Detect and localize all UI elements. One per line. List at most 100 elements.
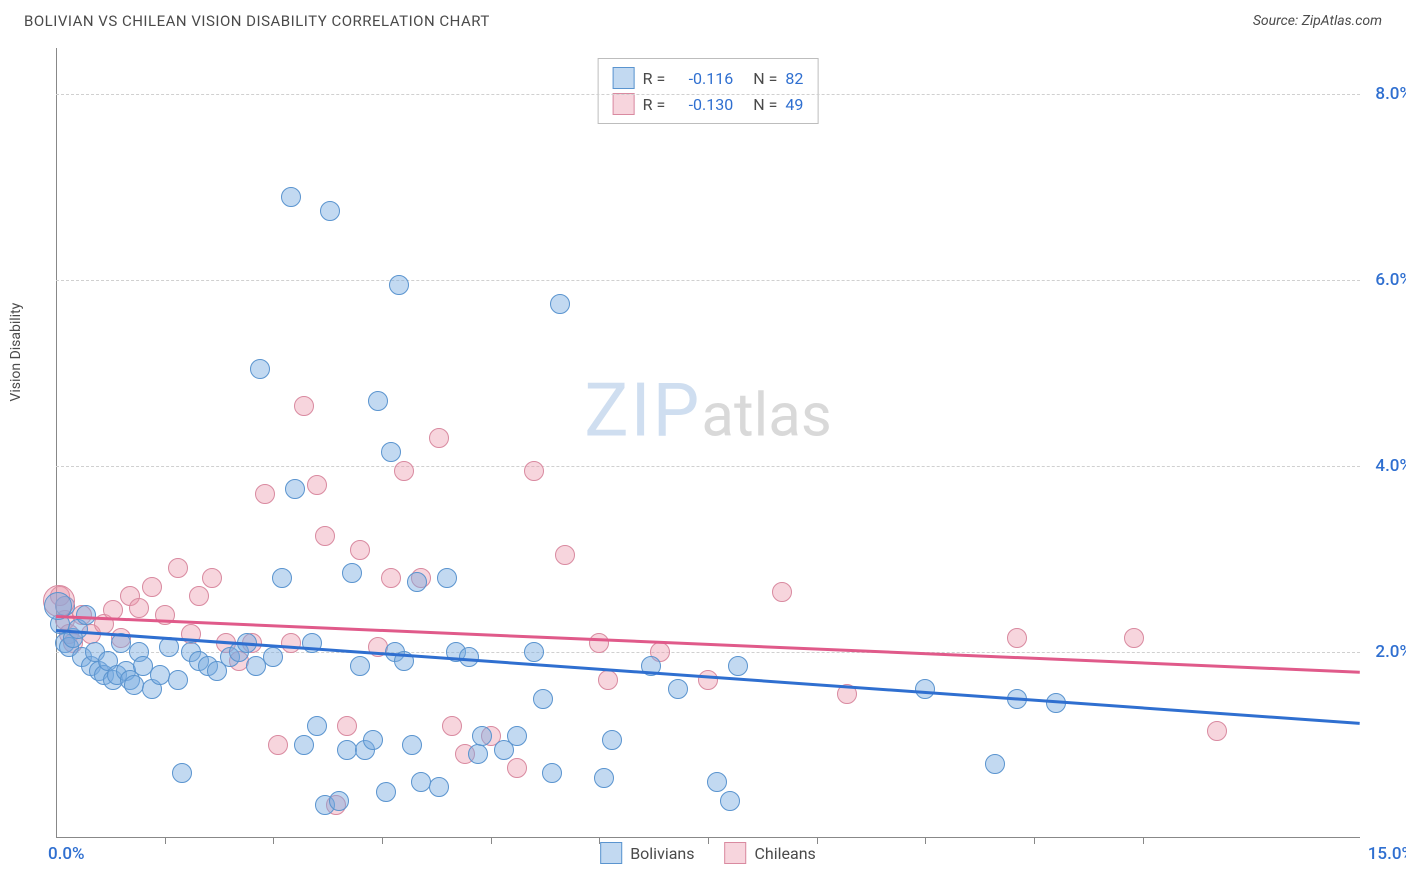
n-value: 49 (785, 95, 803, 114)
chileans-point (429, 428, 449, 448)
chileans-point (168, 558, 188, 578)
chileans-point (142, 577, 162, 597)
chileans-point (294, 396, 314, 416)
watermark: ZIPatlas (584, 368, 832, 455)
chileans-point (189, 586, 209, 606)
bolivians-point (437, 568, 457, 588)
bolivians-point (707, 772, 727, 792)
bolivians-point (320, 201, 340, 221)
legend-item-chileans: Chileans (725, 842, 816, 864)
chileans-point (281, 633, 301, 653)
chileans-point (268, 735, 288, 755)
n-label: N = (753, 69, 777, 88)
bolivians-point (168, 670, 188, 690)
correlation-stats-box: R =-0.116N =82R =-0.130N =49 (598, 58, 819, 124)
chart-title: BOLIVIAN VS CHILEAN VISION DISABILITY CO… (24, 12, 490, 30)
x-minor-tick (1034, 838, 1035, 844)
chileans-point (350, 540, 370, 560)
bolivians-swatch (613, 67, 635, 89)
r-value: -0.116 (673, 69, 733, 88)
watermark-zip: ZIP (584, 368, 701, 455)
chileans-point (442, 716, 462, 736)
x-minor-tick (382, 838, 383, 844)
bolivians-point (368, 391, 388, 411)
y-tick-label: 4.0% (1375, 456, 1406, 476)
x-tick-max: 15.0% (1368, 844, 1406, 864)
chileans-point (307, 475, 327, 495)
chileans-point (255, 484, 275, 504)
r-label: R = (643, 95, 666, 114)
bolivians-point (668, 679, 688, 699)
r-value: -0.130 (673, 95, 733, 114)
n-label: N = (753, 95, 777, 114)
bolivians-point (407, 572, 427, 592)
bolivians-point (376, 782, 396, 802)
n-value: 82 (785, 69, 803, 88)
chileans-point (772, 582, 792, 602)
x-minor-tick (1143, 838, 1144, 844)
chileans-point (394, 461, 414, 481)
legend-label: Bolivians (630, 844, 694, 863)
bolivians-point (342, 563, 362, 583)
source-name: ZipAtlas.com (1302, 13, 1382, 29)
legend-item-bolivians: Bolivians (600, 842, 694, 864)
x-minor-tick (165, 838, 166, 844)
y-axis-label: Vision Disability (8, 303, 24, 402)
bolivians-point (472, 726, 492, 746)
chart-header: BOLIVIAN VS CHILEAN VISION DISABILITY CO… (0, 0, 1406, 38)
bolivians-point (329, 791, 349, 811)
bolivians-point (594, 768, 614, 788)
bolivians-point (363, 730, 383, 750)
x-minor-tick (925, 838, 926, 844)
bolivians-point (429, 777, 449, 797)
chileans-point (698, 670, 718, 690)
chileans-point (315, 526, 335, 546)
bolivians-point (550, 294, 570, 314)
chileans-swatch (613, 93, 635, 115)
source-prefix: Source: (1253, 13, 1302, 29)
gridline-h (56, 94, 1360, 95)
bolivians-point (250, 359, 270, 379)
bolivians-point (459, 647, 479, 667)
source-attribution: Source: ZipAtlas.com (1253, 13, 1382, 29)
bolivians-point (542, 763, 562, 783)
bolivians-point (263, 647, 283, 667)
bolivians-swatch (600, 842, 622, 864)
chileans-point (507, 758, 527, 778)
x-minor-tick (273, 838, 274, 844)
y-tick-label: 2.0% (1375, 642, 1406, 662)
bolivians-point (272, 568, 292, 588)
gridline-h (56, 280, 1360, 281)
bolivians-point (281, 187, 301, 207)
legend: Bolivians Chileans (600, 842, 816, 864)
bolivians-point (172, 763, 192, 783)
bolivians-point (285, 479, 305, 499)
bolivians-point (524, 642, 544, 662)
bolivians-point (294, 735, 314, 755)
bolivians-point (307, 716, 327, 736)
bolivians-point (602, 730, 622, 750)
bolivians-point (381, 442, 401, 462)
chileans-point (555, 545, 575, 565)
chart-area: Vision Disability ZIPatlas R =-0.116N =8… (56, 48, 1360, 838)
chileans-point (1207, 721, 1227, 741)
plot-region: ZIPatlas R =-0.116N =82R =-0.130N =49 2.… (56, 48, 1360, 838)
y-tick-label: 8.0% (1375, 84, 1406, 104)
x-tick-min: 0.0% (48, 844, 85, 864)
x-minor-tick (817, 838, 818, 844)
bolivians-point (533, 689, 553, 709)
bolivians-point (76, 605, 96, 625)
bolivians-point (389, 275, 409, 295)
bolivians-point (159, 637, 179, 657)
chileans-swatch (725, 842, 747, 864)
bolivians-point (985, 754, 1005, 774)
bolivians-point (402, 735, 422, 755)
chileans-point (381, 568, 401, 588)
chileans-point (337, 716, 357, 736)
chileans-point (129, 598, 149, 618)
bolivians-point (915, 679, 935, 699)
chileans-point (589, 633, 609, 653)
chileans-point (202, 568, 222, 588)
x-minor-tick (491, 838, 492, 844)
legend-label: Chileans (755, 844, 816, 863)
